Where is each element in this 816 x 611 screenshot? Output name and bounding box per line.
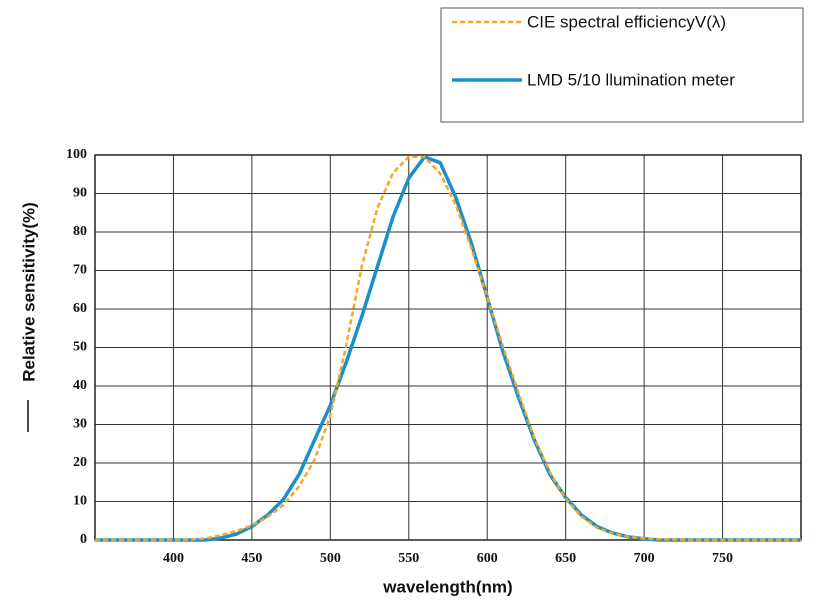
x-tick-label: 450 — [241, 551, 262, 566]
x-axis-label: wavelength(nm) — [382, 577, 512, 596]
y-tick-label: 50 — [73, 340, 87, 355]
y-tick-label: 100 — [66, 147, 87, 162]
legend-label: CIE spectral efficiencyV(λ) — [527, 12, 726, 31]
x-tick-label: 500 — [320, 551, 341, 566]
plot-frame — [94, 154, 802, 541]
x-tick-label: 400 — [163, 551, 184, 566]
y-tick-label: 30 — [73, 417, 87, 432]
x-tick-label: 700 — [634, 551, 655, 566]
y-tick-label: 20 — [73, 455, 87, 470]
y-axis-label: Relative sensitivity(%) — [19, 202, 38, 382]
legend-box — [440, 7, 804, 123]
series-line — [95, 155, 801, 542]
y-tick-label: 0 — [80, 532, 87, 547]
x-tick-label: 600 — [477, 551, 498, 566]
x-tick-label: 650 — [555, 551, 576, 566]
y-tick-label: 70 — [73, 263, 87, 278]
legend-label: LMD 5/10 llumination meter — [527, 70, 735, 89]
y-tick-label: 80 — [73, 224, 87, 239]
x-tick-label: 750 — [712, 551, 733, 566]
y-tick-label: 90 — [73, 186, 87, 201]
y-tick-label: 40 — [73, 378, 87, 393]
series-line — [95, 155, 801, 542]
y-tick-label: 60 — [73, 301, 87, 316]
y-tick-label: 10 — [73, 494, 87, 509]
x-tick-label: 550 — [398, 551, 419, 566]
